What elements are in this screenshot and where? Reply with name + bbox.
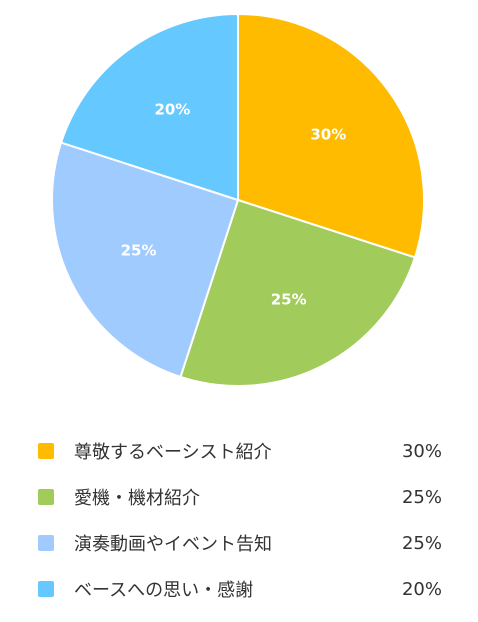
- legend-item: 尊敬するベーシスト紹介 30%: [38, 428, 442, 474]
- legend-item: ベースへの思い・感謝 20%: [38, 566, 442, 612]
- legend-swatch: [38, 535, 54, 551]
- legend-value: 30%: [401, 440, 442, 462]
- slice-data-label: 25%: [271, 290, 307, 308]
- legend: 尊敬するベーシスト紹介 30% 愛機・機材紹介 25% 演奏動画やイベント告知 …: [38, 428, 442, 612]
- legend-value: 25%: [401, 532, 442, 554]
- legend-swatch: [38, 581, 54, 597]
- pie-slice: [51, 141, 239, 378]
- pie-slice: [60, 13, 239, 201]
- legend-label: 演奏動画やイベント告知: [74, 534, 272, 555]
- pie-chart: 30% 25% 25% 20%: [51, 13, 425, 387]
- slice-data-label: 20%: [154, 101, 190, 119]
- legend-label: ベースへの思い・感謝: [74, 580, 254, 601]
- legend-item: 愛機・機材紹介 25%: [38, 474, 442, 520]
- legend-label: 愛機・機材紹介: [74, 488, 200, 509]
- legend-swatch: [38, 443, 54, 459]
- pie-slice: [237, 13, 425, 259]
- legend-value: 20%: [401, 578, 442, 600]
- pie-slice: [179, 199, 416, 387]
- legend-item: 演奏動画やイベント告知 25%: [38, 520, 442, 566]
- legend-swatch: [38, 489, 54, 505]
- slice-data-label: 30%: [310, 125, 346, 143]
- slice-data-label: 25%: [121, 242, 157, 260]
- legend-value: 25%: [401, 486, 442, 508]
- legend-label: 尊敬するベーシスト紹介: [74, 442, 272, 463]
